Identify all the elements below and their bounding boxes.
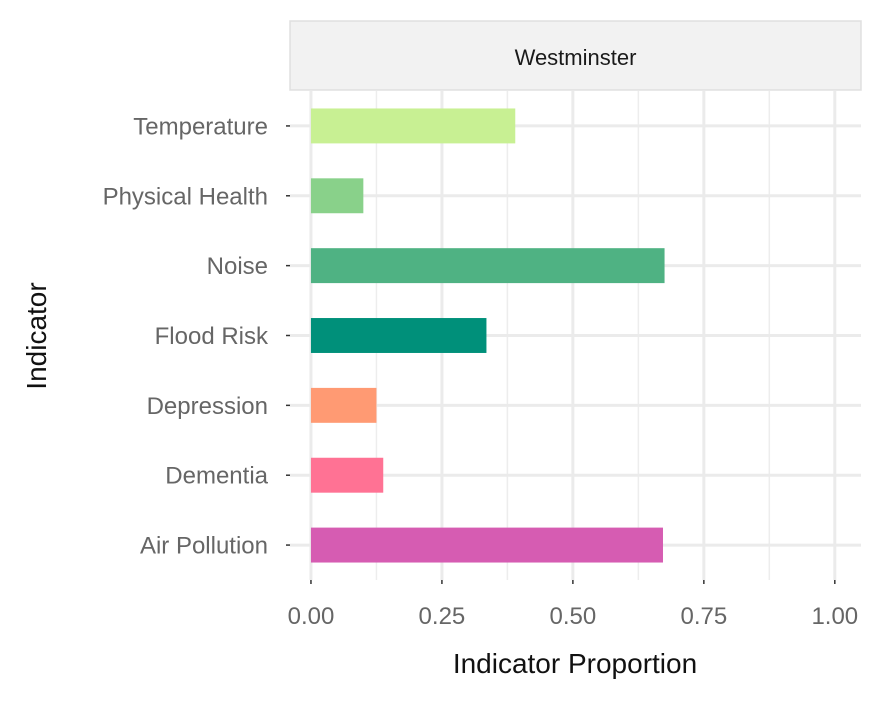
x-tick-label: 0.75	[680, 603, 727, 630]
facet-title: Westminster	[515, 45, 637, 70]
bar-physical-health	[310, 178, 364, 214]
bar-flood-risk	[310, 318, 487, 353]
facet-strip-background	[289, 20, 862, 91]
bar-air-pollution	[310, 527, 663, 563]
y-tick-label: Flood Risk	[155, 323, 269, 350]
y-tick-label: Temperature	[133, 113, 268, 140]
facet-strip: Westminster	[289, 20, 862, 91]
y-axis-title: Indicator	[21, 282, 52, 389]
x-tick-label: 0.00	[288, 603, 335, 630]
bar-depression	[310, 387, 377, 423]
bar-temperature	[310, 108, 516, 144]
bar-noise	[310, 248, 665, 284]
x-tick-label: 0.50	[550, 603, 597, 630]
y-axis-tick-labels: Temperature Physical Health Noise Flood Ris…	[103, 113, 290, 560]
bars	[310, 108, 665, 563]
x-axis-tick-labels: 0.00 0.25 0.50 0.75 1.00	[288, 580, 858, 630]
y-tick-label: Dementia	[165, 463, 268, 490]
y-tick-label: Air Pollution	[140, 533, 268, 560]
y-tick-label: Noise	[207, 253, 268, 280]
bar-dementia	[310, 457, 384, 493]
y-tick-label: Physical Health	[103, 183, 268, 210]
y-tick-label: Depression	[147, 393, 268, 420]
x-tick-label: 1.00	[811, 603, 858, 630]
x-axis-title: Indicator Proportion	[453, 648, 697, 679]
x-tick-label: 0.25	[419, 603, 466, 630]
